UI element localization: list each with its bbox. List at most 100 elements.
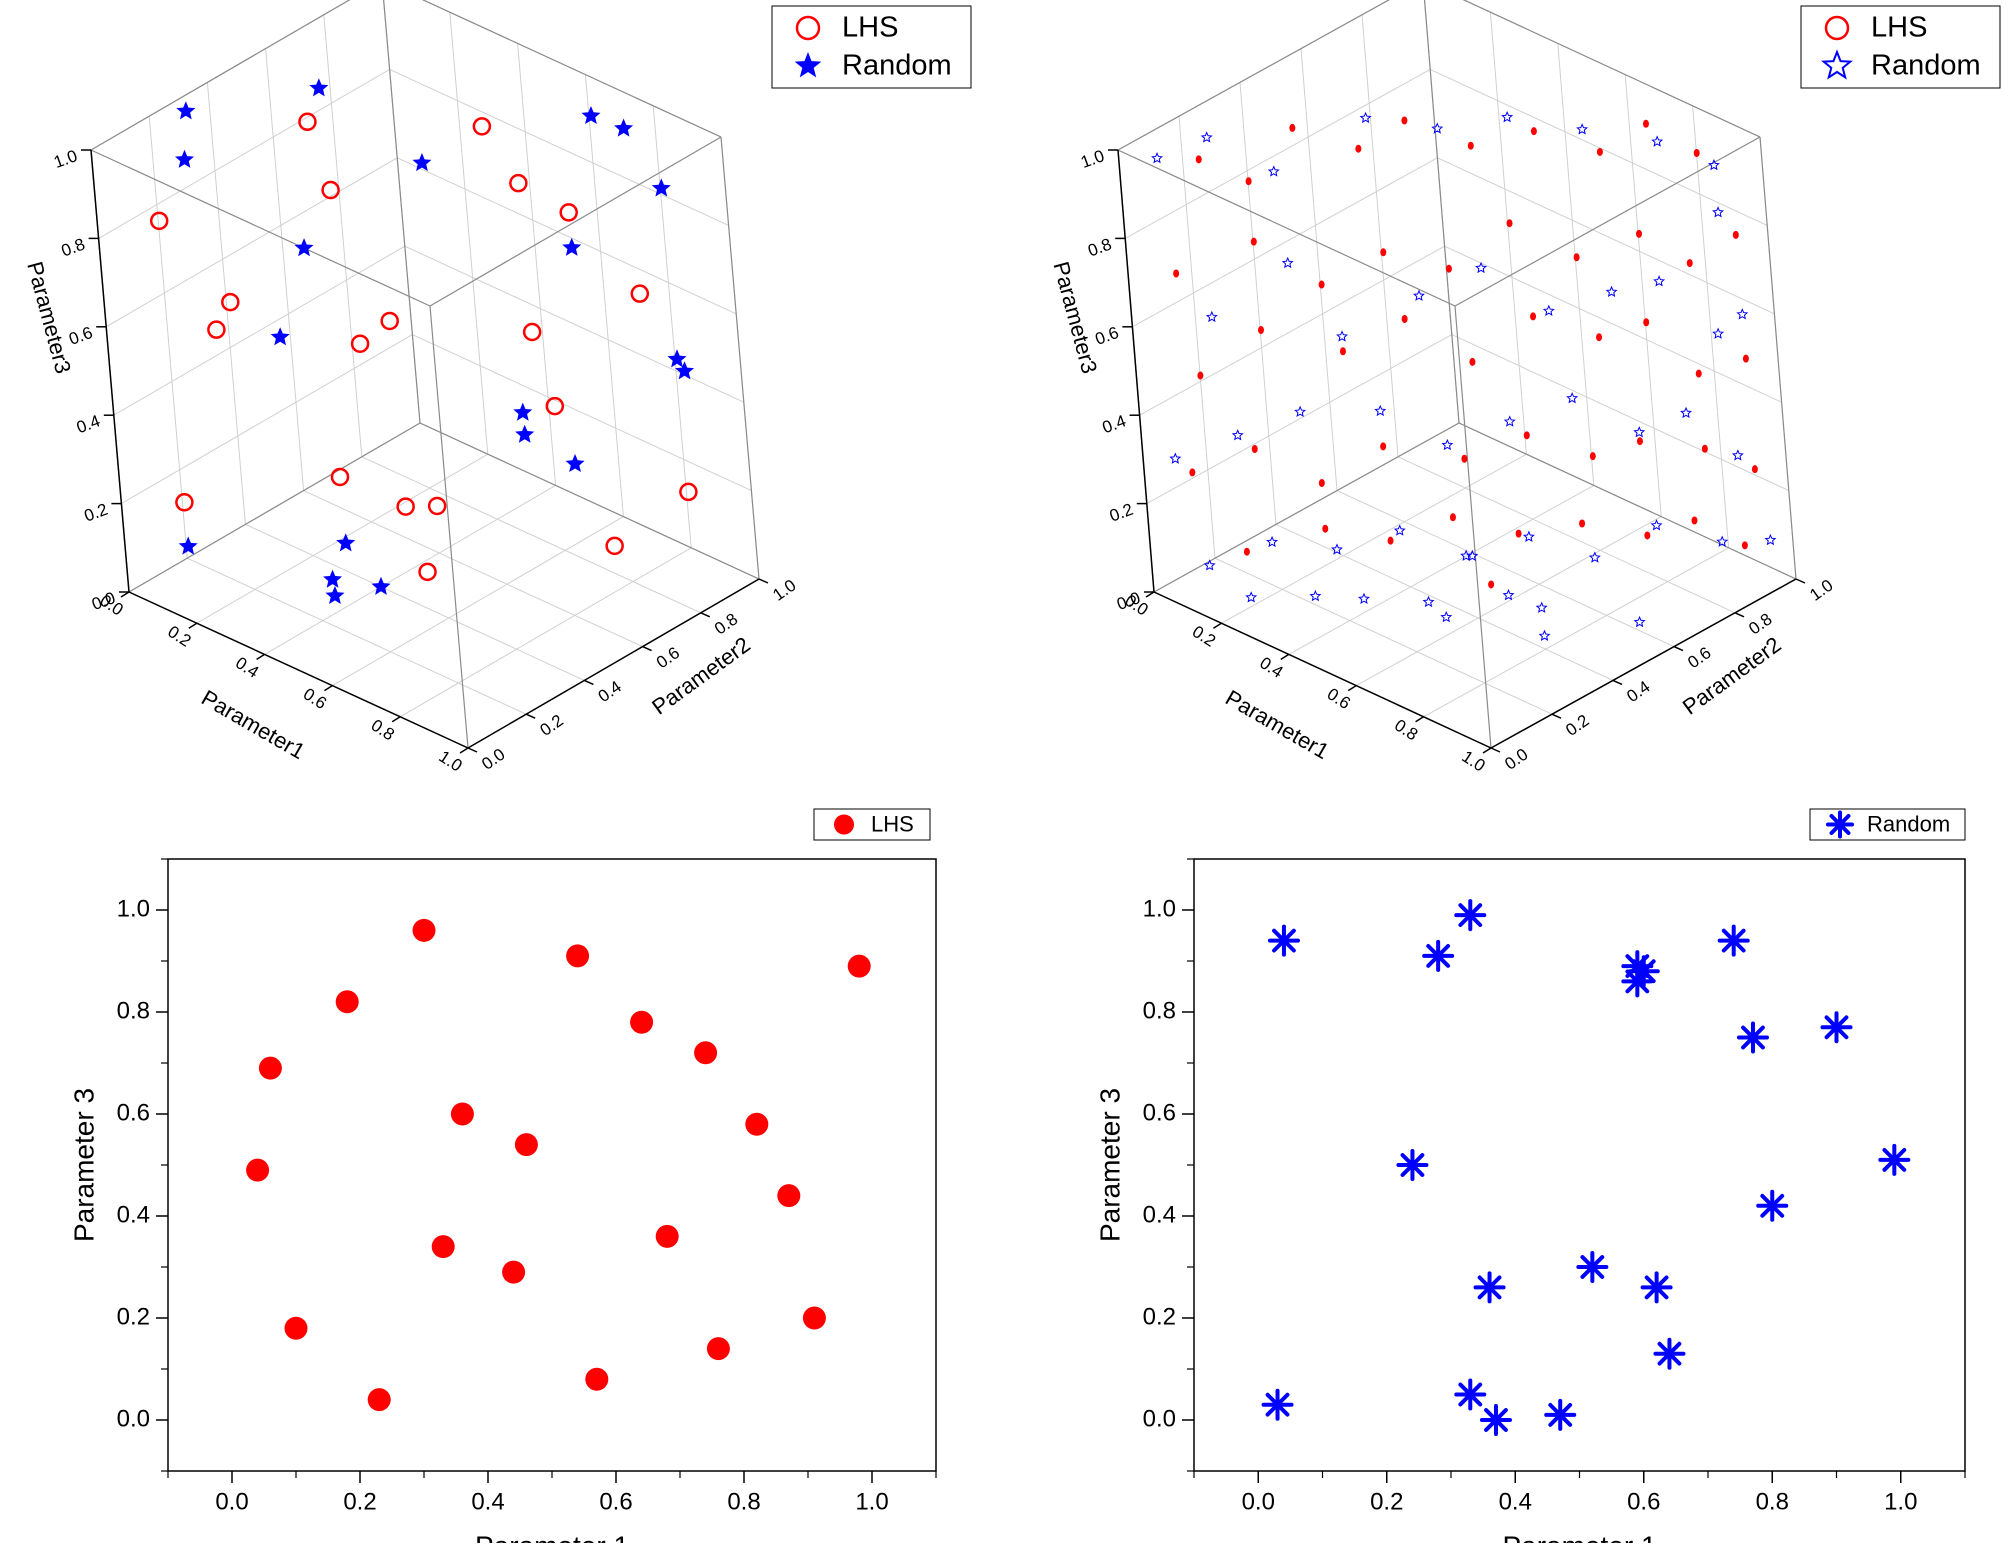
random-point	[1716, 535, 1729, 547]
legend-marker-random	[1821, 49, 1853, 80]
random-point	[412, 153, 432, 172]
random-point	[1651, 135, 1664, 147]
lhs-point	[1642, 119, 1649, 128]
random-point	[1413, 289, 1425, 301]
lhs-point	[514, 1133, 538, 1157]
y-tick	[642, 645, 652, 652]
y-tick-label: 1.0	[1143, 895, 1176, 922]
x-tick	[1145, 591, 1155, 598]
random-point	[1633, 426, 1646, 438]
lhs-point	[559, 203, 578, 222]
random-point	[1712, 206, 1725, 218]
axes: 0.00.00.00.20.20.20.40.40.40.60.60.60.80…	[1048, 146, 1836, 775]
random-point	[1422, 939, 1455, 972]
lhs-point	[450, 1102, 474, 1126]
lhs-point	[706, 1337, 730, 1361]
cube-edge	[128, 422, 421, 593]
legend-label: LHS	[842, 12, 898, 44]
grid-line	[186, 557, 527, 715]
y-tick	[1551, 713, 1562, 719]
marker-stroke	[1458, 1382, 1483, 1407]
random-point	[515, 424, 535, 443]
random-point	[1633, 615, 1646, 628]
x-tick	[1213, 622, 1222, 629]
lhs-point	[472, 117, 492, 136]
lhs-point	[335, 990, 359, 1014]
lhs-point	[412, 918, 436, 942]
y-axis-title: Parameter 3	[68, 1088, 99, 1242]
x-tick-label: 0.8	[368, 716, 398, 745]
random-point	[371, 576, 391, 595]
x-tick-label: 1.0	[855, 1488, 888, 1515]
random-point	[1535, 601, 1548, 613]
random-point	[1576, 123, 1589, 135]
lhs-point	[630, 1010, 654, 1034]
marker-stroke	[1657, 1341, 1682, 1366]
z-tick-label: 0.2	[1107, 500, 1136, 526]
cube-edge	[1153, 422, 1460, 593]
cube-edge	[1454, 136, 1761, 307]
random-point	[1736, 308, 1749, 320]
marker-stroke	[1824, 1015, 1849, 1040]
lhs-point	[522, 322, 542, 342]
legend-label: LHS	[871, 811, 914, 836]
random-point	[1267, 924, 1300, 957]
x-tick-label: 0.8	[727, 1488, 760, 1515]
grid-line	[90, 0, 351, 151]
x-tick	[120, 591, 130, 598]
cube-edge	[1759, 136, 1797, 580]
y-tick-label: 1.0	[769, 576, 799, 605]
z-tick-label: 0.8	[59, 235, 88, 261]
y-tick-label: 0.0	[117, 1405, 150, 1432]
series-random	[1261, 899, 1911, 1436]
plot-frame	[167, 858, 937, 1472]
grid-line	[98, 68, 390, 239]
legend-label: Random	[1867, 811, 1950, 836]
z-axis-line	[1117, 149, 1155, 593]
grid-line	[652, 105, 692, 548]
lhs-point	[694, 1041, 718, 1065]
random-point	[513, 402, 533, 421]
cube-edge	[429, 136, 722, 307]
lhs-point	[1189, 468, 1196, 477]
x-tick-label: 1.0	[1884, 1488, 1917, 1515]
lhs-point	[1380, 248, 1387, 257]
lhs-point	[298, 112, 317, 132]
random-point	[1712, 327, 1725, 339]
x-tick	[256, 653, 265, 661]
random-point	[1707, 158, 1720, 171]
y-axis-line	[467, 578, 760, 749]
lhs-point	[1589, 452, 1596, 461]
lhs-point	[509, 173, 528, 193]
z-axis-line	[90, 149, 130, 593]
marker-stroke	[1265, 1392, 1290, 1417]
random-point	[1309, 589, 1322, 602]
lhs-point	[1318, 280, 1325, 289]
marker-stroke	[1721, 928, 1746, 953]
lhs-point	[1530, 312, 1537, 321]
lhs-point	[1449, 513, 1456, 522]
lhs-point	[1523, 431, 1530, 440]
y-tick-label: 0.6	[1143, 1099, 1176, 1126]
random-point	[1336, 330, 1349, 342]
x-tick-label: 0.4	[232, 653, 262, 682]
grid-line	[399, 547, 692, 718]
lhs-point	[1197, 371, 1204, 380]
z-tick-label: 0.6	[1093, 323, 1122, 349]
lhs-point	[1258, 326, 1264, 335]
lhs-point	[258, 1056, 282, 1080]
random-point	[1764, 533, 1777, 546]
grid-line	[1300, 48, 1338, 491]
y-tick	[467, 747, 478, 753]
lhs-point	[1243, 547, 1250, 556]
grid-line	[113, 245, 406, 416]
random-point	[1441, 438, 1454, 451]
lhs-point	[1636, 229, 1642, 238]
grid-line	[148, 116, 188, 559]
grid-line	[1355, 516, 1662, 687]
lhs-point	[1693, 148, 1700, 157]
grid-line	[389, 68, 729, 226]
lhs-point	[566, 944, 590, 968]
y-tick	[1490, 747, 1501, 753]
lhs-point	[1461, 454, 1468, 463]
